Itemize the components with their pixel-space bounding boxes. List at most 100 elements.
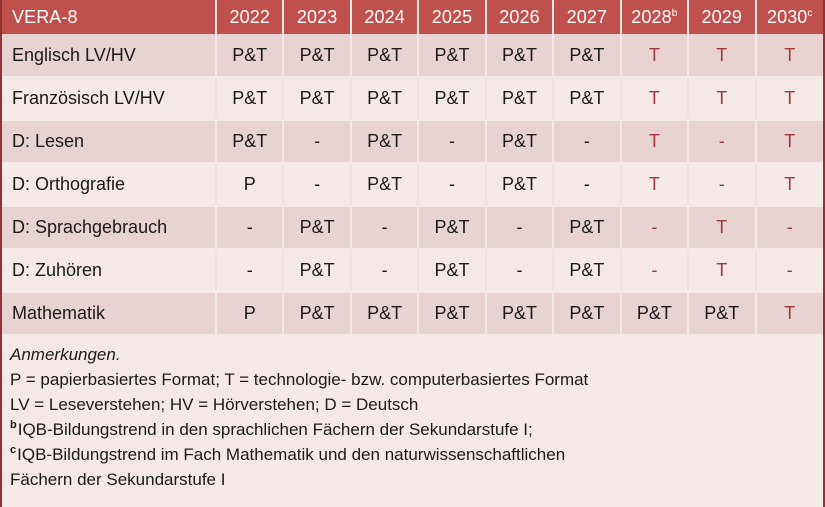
footnote-mark-c: c <box>10 444 17 457</box>
cell-englisch-lv-hv-2026: P&T <box>485 34 555 78</box>
header-col-2027: 2027 <box>553 0 622 34</box>
note-line-footnote-b: bIQB-Bildungstrend in den sprachlichen F… <box>10 417 815 442</box>
cell-d-zuh-ren-2030: - <box>755 249 823 293</box>
cell-d-sprachgebrauch-2029: T <box>688 206 757 250</box>
cell-d-zuh-ren-2028: - <box>620 249 690 293</box>
note-text-footnote-c: IQB-Bildungstrend im Fach Mathematik und… <box>17 445 566 464</box>
cell-mathematik-2028: P&T <box>620 292 690 336</box>
cell-englisch-lv-hv-2025: P&T <box>418 34 487 78</box>
table-row: D: Orthografie P - P&T - P&T - T - T <box>2 163 823 207</box>
cell-d-sprachgebrauch-2026: - <box>485 206 555 250</box>
cell-mathematik-2022: P <box>216 292 285 336</box>
table-body: Englisch LV/HV P&T P&T P&T P&T P&T P&T T T T Franz… <box>2 34 823 336</box>
cell-d-lesen-2023: - <box>283 120 352 164</box>
header-col-2024: 2024 <box>350 0 420 34</box>
note-line-footnote-c: cIQB-Bildungstrend im Fach Mathematik un… <box>10 442 815 467</box>
table-row: D: Sprachgebrauch - P&T - P&T - P&T - T - <box>2 206 823 250</box>
table-notes: Anmerkungen. P = papierbasiertes Format;… <box>2 336 823 507</box>
row-header-cell: Französisch LV/HV <box>2 77 217 121</box>
footnote-mark-2030: c <box>807 8 813 19</box>
year-label-2024: 2024 <box>364 7 405 27</box>
cell-franz-sisch-lv-hv-2026: P&T <box>485 77 555 121</box>
row-header-cell: Mathematik <box>2 292 217 336</box>
row-header-cell: D: Sprachgebrauch <box>2 206 217 250</box>
cell-mathematik-2030: T <box>755 292 823 336</box>
header-col-2029: 2029 <box>688 0 757 34</box>
cell-d-orthografie-2029: - <box>688 163 757 207</box>
year-label-2025: 2025 <box>431 7 473 27</box>
cell-englisch-lv-hv-2029: T <box>688 34 757 78</box>
cell-d-zuh-ren-2025: P&T <box>418 249 487 293</box>
row-header-cell: D: Zuhören <box>2 249 217 293</box>
year-label-2028: 2028 <box>631 7 672 27</box>
cell-d-orthografie-2025: - <box>418 163 487 207</box>
cell-mathematik-2027: P&T <box>553 292 622 336</box>
table-row: Französisch LV/HV P&T P&T P&T P&T P&T P&T T T T <box>2 77 823 121</box>
row-header-cell: D: Orthografie <box>2 163 217 207</box>
cell-d-sprachgebrauch-2028: - <box>620 206 690 250</box>
cell-d-zuh-ren-2022: - <box>216 249 285 293</box>
cell-d-orthografie-2028: T <box>620 163 690 207</box>
cell-franz-sisch-lv-hv-2029: T <box>688 77 757 121</box>
cell-franz-sisch-lv-hv-2030: T <box>755 77 823 121</box>
cell-d-orthografie-2027: - <box>553 163 622 207</box>
header-row: VERA-8 2022 2023 2024 2025 2026 <box>2 0 823 34</box>
cell-englisch-lv-hv-2022: P&T <box>216 34 285 78</box>
note-text-footnote-b: IQB-Bildungstrend in den sprachlichen Fä… <box>17 420 533 439</box>
cell-englisch-lv-hv-2030: T <box>755 34 823 78</box>
table-row: Englisch LV/HV P&T P&T P&T P&T P&T P&T T T T <box>2 34 823 78</box>
cell-d-orthografie-2030: T <box>755 163 823 207</box>
table-row: Mathematik P P&T P&T P&T P&T P&T P&T P&T T <box>2 292 823 336</box>
cell-d-lesen-2022: P&T <box>216 120 285 164</box>
cell-d-sprachgebrauch-2027: P&T <box>553 206 622 250</box>
header-col-2023: 2023 <box>283 0 352 34</box>
cell-englisch-lv-hv-2023: P&T <box>283 34 352 78</box>
cell-d-lesen-2026: P&T <box>485 120 555 164</box>
year-label-2023: 2023 <box>296 7 338 27</box>
header-col-2022: 2022 <box>216 0 285 34</box>
footnote-mark-b: b <box>10 419 17 432</box>
note-text-footnote-c-cont: Fächern der Sekundarstufe I <box>10 470 226 489</box>
table-row: D: Lesen P&T - P&T - P&T - T - T <box>2 120 823 164</box>
cell-d-lesen-2030: T <box>755 120 823 164</box>
cell-d-orthografie-2026: P&T <box>485 163 555 207</box>
year-label-2026: 2026 <box>499 7 540 27</box>
cell-d-sprachgebrauch-2025: P&T <box>418 206 487 250</box>
cell-d-sprachgebrauch-2030: - <box>755 206 823 250</box>
cell-englisch-lv-hv-2024: P&T <box>350 34 420 78</box>
cell-mathematik-2024: P&T <box>350 292 420 336</box>
cell-d-sprachgebrauch-2023: P&T <box>283 206 352 250</box>
notes-title: Anmerkungen. <box>10 345 121 364</box>
cell-englisch-lv-hv-2028: T <box>620 34 690 78</box>
cell-englisch-lv-hv-2027: P&T <box>553 34 622 78</box>
cell-franz-sisch-lv-hv-2025: P&T <box>418 77 487 121</box>
cell-d-orthografie-2022: P <box>216 163 285 207</box>
cell-franz-sisch-lv-hv-2028: T <box>620 77 690 121</box>
cell-franz-sisch-lv-hv-2027: P&T <box>553 77 622 121</box>
header-col-2026: 2026 <box>485 0 555 34</box>
header-corner-cell: VERA-8 <box>2 0 217 34</box>
cell-d-lesen-2024: P&T <box>350 120 420 164</box>
header-col-2030: 2030c <box>755 0 823 34</box>
note-line-formats: P = papierbasiertes Format; T = technolo… <box>10 367 815 392</box>
table-header: VERA-8 2022 2023 2024 2025 2026 <box>2 0 823 34</box>
corner-label: VERA-8 <box>12 7 78 27</box>
cell-franz-sisch-lv-hv-2024: P&T <box>350 77 420 121</box>
header-col-2025: 2025 <box>418 0 487 34</box>
year-label-2027: 2027 <box>566 7 608 27</box>
cell-d-lesen-2028: T <box>620 120 690 164</box>
year-label-2029: 2029 <box>701 7 742 27</box>
cell-mathematik-2023: P&T <box>283 292 352 336</box>
year-label-2022: 2022 <box>229 7 270 27</box>
cell-franz-sisch-lv-hv-2023: P&T <box>283 77 352 121</box>
cell-d-zuh-ren-2027: P&T <box>553 249 622 293</box>
vera8-schedule-table: VERA-8 2022 2023 2024 2025 2026 <box>2 0 823 336</box>
cell-mathematik-2029: P&T <box>688 292 757 336</box>
cell-mathematik-2026: P&T <box>485 292 555 336</box>
cell-d-zuh-ren-2024: - <box>350 249 420 293</box>
cell-d-zuh-ren-2029: T <box>688 249 757 293</box>
cell-d-zuh-ren-2026: - <box>485 249 555 293</box>
note-line-abbreviations: LV = Leseverstehen; HV = Hörverstehen; D… <box>10 392 815 417</box>
cell-d-zuh-ren-2023: P&T <box>283 249 352 293</box>
note-text-abbreviations: LV = Leseverstehen; HV = Hörverstehen; D… <box>10 395 419 414</box>
